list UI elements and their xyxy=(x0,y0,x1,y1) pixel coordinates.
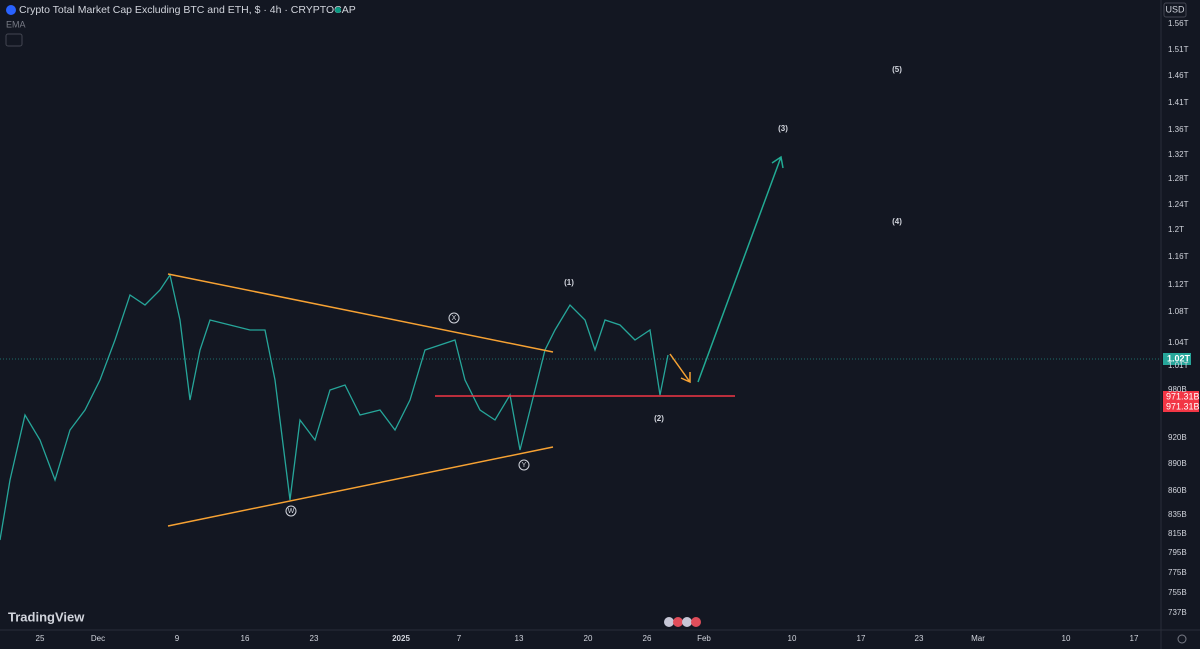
price-label: 1.12T xyxy=(1168,280,1189,289)
wave-label: W xyxy=(288,508,295,515)
trend-line xyxy=(167,446,554,527)
time-label: 10 xyxy=(788,634,797,643)
event-icons xyxy=(664,617,701,627)
price-label: 1.56T xyxy=(1168,19,1189,28)
price-badge-text: 1.02T xyxy=(1167,353,1191,363)
price-label: 980B xyxy=(1168,385,1187,394)
trend-line xyxy=(167,273,554,353)
time-label: 16 xyxy=(241,634,250,643)
time-label: 9 xyxy=(175,634,180,643)
status-dot xyxy=(335,7,341,13)
wave-circle xyxy=(285,505,297,517)
wave-circle xyxy=(448,312,460,324)
time-label: Feb xyxy=(697,634,711,643)
arrow xyxy=(697,155,784,383)
time-label: Mar xyxy=(971,634,985,643)
price-label: 1.16T xyxy=(1168,252,1189,261)
time-label: 26 xyxy=(643,634,652,643)
price-label: 775B xyxy=(1168,568,1187,577)
price-label: 737B xyxy=(1168,608,1187,617)
price-label: 1.36T xyxy=(1168,125,1189,134)
price-label: 1.41T xyxy=(1168,98,1189,107)
price-label: 1.04T xyxy=(1168,338,1189,347)
price-label: 755B xyxy=(1168,588,1187,597)
price-label: 1.2T xyxy=(1168,225,1184,234)
time-label: 23 xyxy=(915,634,924,643)
time-label: 23 xyxy=(310,634,319,643)
wave-circle xyxy=(518,459,530,471)
price-badge-text: 971.31B xyxy=(1166,401,1200,411)
chart-title: Crypto Total Market Cap Excluding BTC an… xyxy=(19,4,356,16)
price-label: 1.46T xyxy=(1168,71,1189,80)
settings-button[interactable] xyxy=(1177,634,1187,644)
time-label: 25 xyxy=(36,634,45,643)
time-label: 13 xyxy=(515,634,524,643)
price-badge-text: 971.31B xyxy=(1166,391,1200,401)
time-label: 17 xyxy=(857,634,866,643)
time-label: 7 xyxy=(457,634,462,643)
price-label: 860B xyxy=(1168,486,1187,495)
time-label: 10 xyxy=(1062,634,1071,643)
currency[interactable]: USD xyxy=(1165,4,1185,14)
indicator-label: EMA xyxy=(6,19,26,29)
arrow xyxy=(669,353,691,384)
collapse-button[interactable] xyxy=(5,33,23,47)
price-label: 1.24T xyxy=(1168,200,1189,209)
price-label: 1.01T xyxy=(1168,361,1189,370)
axes: 1.56T 1.51T 1.46T 1.41T 1.36T 1.32T 1.28T 1.24T… xyxy=(36,19,1189,643)
time-label: Dec xyxy=(91,634,105,643)
symbol-icon xyxy=(6,5,16,15)
price-label: 795B xyxy=(1168,548,1187,557)
price-label: 1.08T xyxy=(1168,307,1189,316)
price-label: 1.28T xyxy=(1168,174,1189,183)
price-badge xyxy=(1163,353,1191,365)
brand: TradingView xyxy=(8,609,85,624)
price-label: 1.51T xyxy=(1168,45,1189,54)
price-label: 1.32T xyxy=(1168,150,1189,159)
price-label: 815B xyxy=(1168,529,1187,538)
price-series xyxy=(0,273,669,541)
time-label: 2025 xyxy=(392,634,410,643)
wave-label: X xyxy=(452,315,457,322)
wave-label: (1) xyxy=(564,278,574,287)
wave-label: (4) xyxy=(892,217,902,226)
wave-label: Y xyxy=(522,462,527,469)
time-label: 17 xyxy=(1130,634,1139,643)
wave-label: (5) xyxy=(892,65,902,74)
price-label: 920B xyxy=(1168,433,1187,442)
wave-label: (3) xyxy=(778,124,788,133)
price-label: 835B xyxy=(1168,510,1187,519)
time-label: 20 xyxy=(584,634,593,643)
wave-label: (2) xyxy=(654,414,664,423)
currency-button[interactable] xyxy=(1163,2,1187,18)
price-label: 890B xyxy=(1168,459,1187,468)
price-badge xyxy=(1163,391,1199,412)
